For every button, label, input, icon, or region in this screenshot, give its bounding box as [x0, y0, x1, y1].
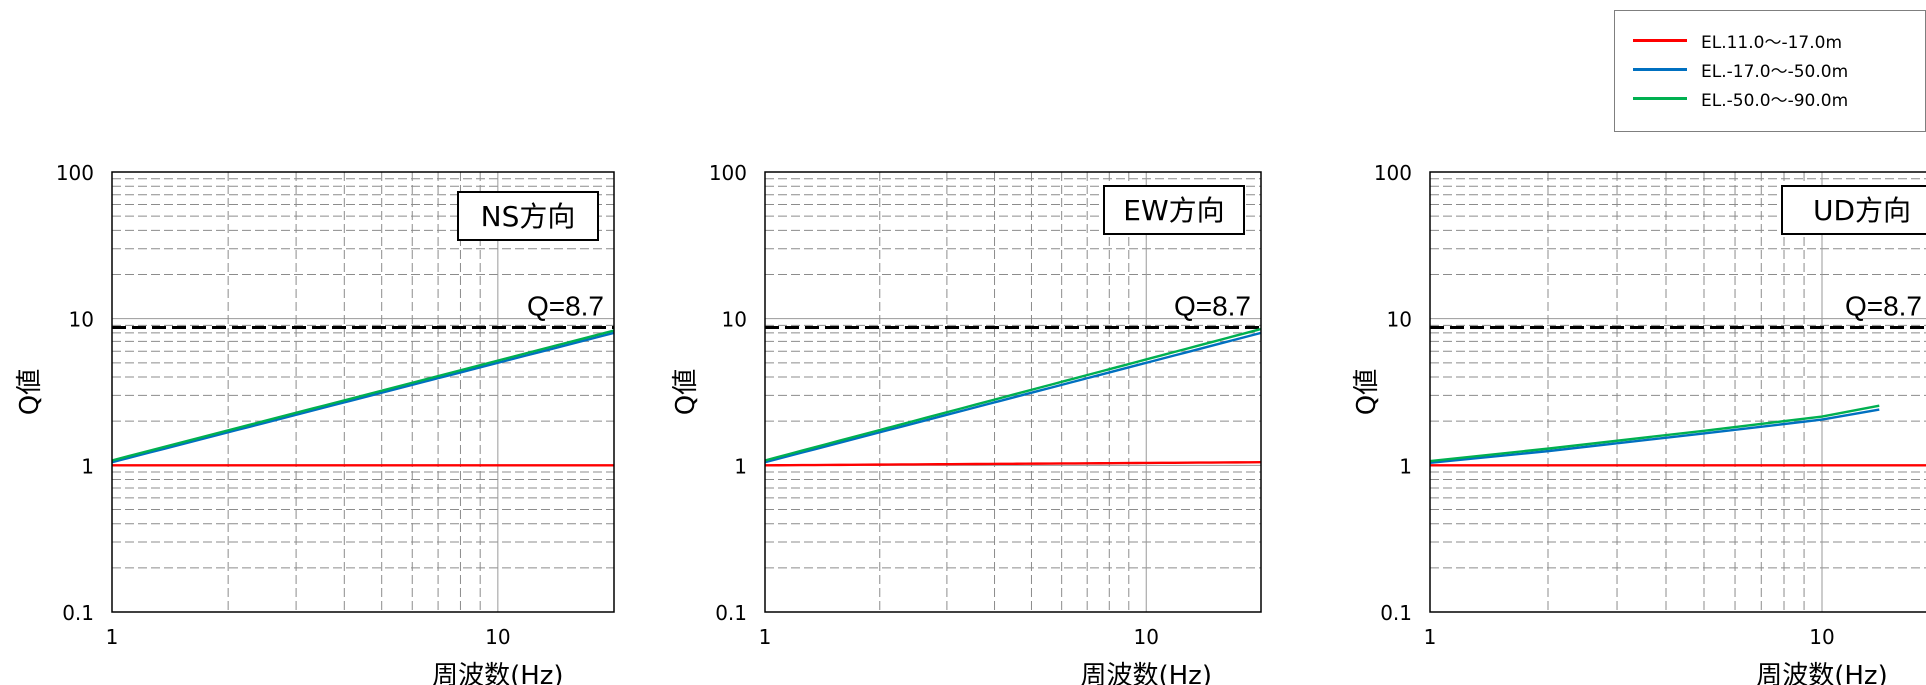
panel-title: NS方向: [481, 200, 576, 233]
x-tick-label: 10: [1134, 625, 1159, 649]
legend-label: EL.11.0～-17.0m: [1701, 32, 1843, 53]
x-tick-label: 10: [485, 625, 510, 649]
series-line: [765, 461, 1261, 467]
plot-border: [111, 171, 615, 613]
y-tick-label: 10: [1387, 308, 1412, 332]
plot-area: [1430, 172, 1926, 612]
x-axis-label: 周波数(Hz): [1080, 661, 1212, 685]
x-tick-label: 1: [759, 625, 772, 649]
reference-line-label: Q=8.7: [1174, 291, 1251, 322]
panel-title-box: [457, 191, 599, 241]
y-tick-label: 1: [81, 454, 94, 478]
legend-entry: EL.11.0～-17.0m: [1633, 27, 1842, 53]
y-tick-label: 100: [56, 161, 94, 185]
reference-line-label: Q=8.7: [527, 291, 604, 322]
chart-panel: Q=8.7 NS方向 0.1 1 10 100 1 10 周波数(Hz) Q値: [15, 161, 615, 685]
reference-line-label: Q=8.7: [1845, 291, 1922, 322]
y-axis-label: Q値: [1352, 369, 1382, 415]
legend-swatch: [1633, 67, 1687, 71]
series-line: [1430, 404, 1880, 463]
plot-area: [765, 172, 1261, 612]
y-tick-label: 100: [709, 161, 747, 185]
panel-title: EW方向: [1123, 194, 1224, 227]
y-tick-label: 1: [734, 454, 747, 478]
plot-border: [764, 171, 1262, 613]
x-tick-label: 1: [1424, 625, 1437, 649]
series-line: [765, 331, 1261, 464]
legend: EL.11.0～-17.0m EL.-17.0～-50.0m EL.-50.0～…: [1614, 10, 1926, 132]
x-tick-label: 1: [106, 625, 119, 649]
panel-title: UD方向: [1813, 194, 1911, 227]
y-tick-label: 0.1: [1380, 601, 1412, 625]
x-tick-label: 10: [1809, 625, 1834, 649]
chart-panel: Q=8.7 EW方向 0.1 1 10 100 1 10 周波数(Hz) Q値: [671, 161, 1262, 685]
plot-border: [1429, 171, 1926, 613]
panel-title-box: [1781, 185, 1926, 235]
series-line: [112, 329, 614, 462]
legend-entry: EL.-17.0～-50.0m: [1633, 56, 1848, 82]
chart-panel: Q=8.7 UD方向 0.1 1 10 100 1 10 周波数(Hz) Q値: [1352, 161, 1926, 685]
series-line: [112, 331, 614, 464]
y-tick-label: 10: [722, 308, 747, 332]
panel-title-box: [1103, 185, 1245, 235]
y-tick-label: 10: [69, 308, 94, 332]
y-tick-label: 1: [1399, 454, 1412, 478]
x-axis-label: 周波数(Hz): [432, 661, 564, 685]
y-tick-label: 0.1: [62, 601, 94, 625]
series-line: [1430, 408, 1880, 465]
y-axis-label: Q値: [671, 369, 701, 415]
legend-swatch: [1633, 38, 1687, 42]
x-axis-label: 周波数(Hz): [1756, 661, 1888, 685]
y-axis-label: Q値: [15, 369, 45, 415]
legend-entry: EL.-50.0～-90.0m: [1633, 85, 1848, 111]
legend-label: EL.-17.0～-50.0m: [1701, 61, 1849, 82]
legend-swatch: [1633, 96, 1687, 100]
legend-label: EL.-50.0～-90.0m: [1701, 90, 1849, 111]
plot-area: [112, 172, 614, 612]
y-tick-label: 0.1: [715, 601, 747, 625]
y-tick-label: 100: [1374, 161, 1412, 185]
series-line: [765, 327, 1261, 462]
